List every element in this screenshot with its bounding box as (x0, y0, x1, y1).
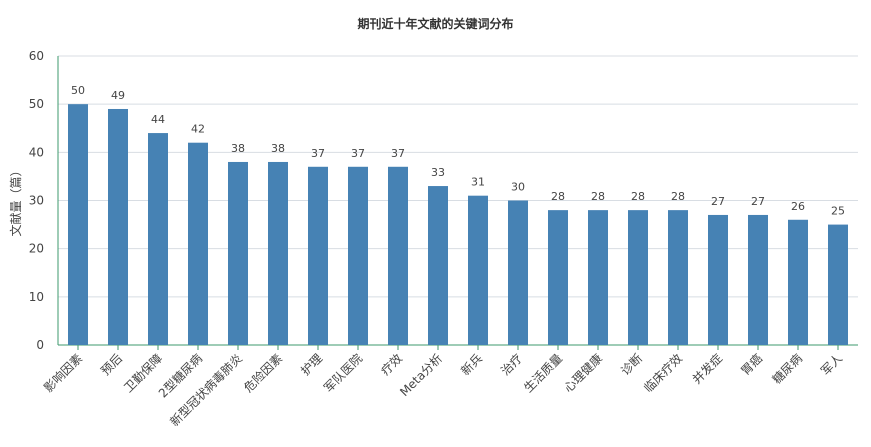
bar (788, 219, 808, 345)
data-label: 28 (631, 190, 645, 203)
y-tick-label: 0 (36, 338, 44, 352)
category-label: 糖尿病 (769, 351, 805, 387)
category-label: 危险因素 (241, 351, 286, 396)
bar (388, 166, 408, 345)
bar (628, 210, 648, 345)
data-label: 42 (191, 123, 205, 136)
category-label: 疗效 (378, 351, 406, 379)
data-label: 27 (751, 195, 765, 208)
bar (268, 161, 288, 345)
category-label: Meta分析 (397, 351, 445, 399)
bar (108, 108, 128, 345)
category-label: 临床疗效 (641, 351, 686, 396)
y-axis-label: 文献量（篇） (8, 164, 23, 236)
category-label: 新兵 (458, 351, 486, 379)
category-label: 心理健康 (561, 351, 606, 396)
data-label: 28 (551, 190, 565, 203)
data-label: 27 (711, 195, 725, 208)
category-label: 诊断 (618, 351, 646, 379)
data-label: 49 (111, 89, 125, 102)
category-label: 治疗 (498, 351, 525, 378)
bar (748, 214, 768, 345)
bar (428, 186, 448, 345)
bar (348, 166, 368, 345)
data-label: 26 (791, 200, 805, 213)
bar (668, 210, 688, 345)
data-label: 28 (591, 190, 605, 203)
bar (548, 210, 568, 345)
category-label: 生活质量 (521, 351, 565, 395)
bar (148, 133, 168, 345)
bar (68, 104, 88, 346)
category-label: 军队医院 (321, 351, 366, 396)
data-label: 33 (431, 166, 445, 179)
bar (468, 195, 488, 345)
category-label: 胃癌 (738, 351, 766, 379)
bar (308, 166, 328, 345)
category-label: 护理 (298, 351, 325, 378)
bar (828, 224, 848, 345)
bar (188, 142, 208, 345)
data-label: 38 (271, 142, 285, 155)
chart-title: 期刊近十年文献的关键词分布 (357, 17, 514, 31)
data-label: 37 (391, 147, 405, 160)
y-tick-label: 10 (29, 290, 44, 304)
y-tick-label: 40 (29, 145, 44, 159)
y-tick-label: 20 (29, 242, 44, 256)
y-tick-label: 60 (29, 49, 44, 63)
y-tick-label: 30 (29, 194, 44, 208)
data-label: 44 (151, 113, 165, 126)
data-label: 28 (671, 190, 685, 203)
data-label: 50 (71, 84, 85, 97)
category-label: 军人 (818, 351, 845, 378)
bar (228, 161, 248, 345)
data-label: 37 (311, 147, 325, 160)
category-label: 影响因素 (41, 351, 86, 396)
y-tick-label: 50 (29, 97, 44, 111)
category-label: 并发症 (689, 351, 725, 387)
bar (508, 200, 528, 345)
data-label: 37 (351, 147, 365, 160)
category-label: 新型冠状病毒肺炎 (167, 351, 245, 429)
data-label: 30 (511, 181, 525, 194)
data-label: 31 (471, 176, 485, 189)
category-label: 预后 (98, 351, 125, 378)
data-label: 38 (231, 142, 245, 155)
data-label: 25 (831, 205, 845, 218)
bar (588, 210, 608, 345)
bar (708, 214, 728, 345)
